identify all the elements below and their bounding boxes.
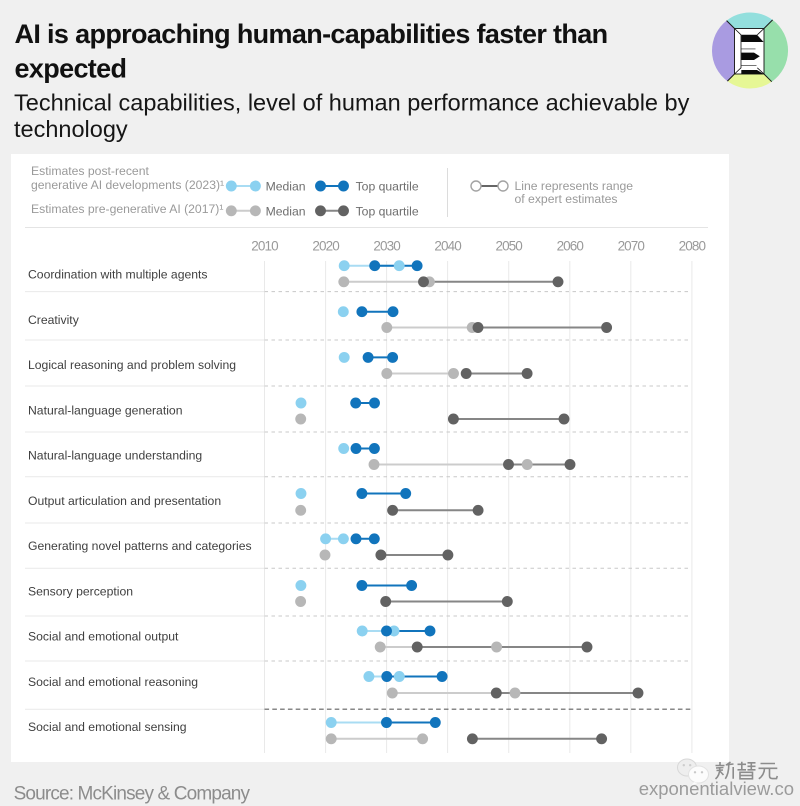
svg-text:Line represents range: Line represents range [515,179,634,193]
svg-text:Creativity: Creativity [28,313,80,327]
svg-text:2020: 2020 [312,239,339,254]
svg-text:Social and emotional output: Social and emotional output [28,630,179,644]
svg-text:Output articulation and presen: Output articulation and presentation [28,494,221,508]
svg-text:technology: technology [14,116,128,142]
svg-text:2050: 2050 [495,239,522,254]
svg-text:Top quartile: Top quartile [356,180,419,194]
svg-text:generative AI developments (20: generative AI developments (2023)¹ [31,178,224,192]
svg-text:Median: Median [266,204,306,218]
svg-text:Sensory perception: Sensory perception [28,584,133,598]
svg-text:2010: 2010 [251,239,278,254]
svg-text:Estimates pre-generative AI (2: Estimates pre-generative AI (2017)¹ [31,202,223,216]
svg-text:2060: 2060 [557,239,584,254]
svg-text:Logical reasoning and problem: Logical reasoning and problem solving [28,358,236,372]
svg-text:Estimates post-recent: Estimates post-recent [31,164,149,178]
svg-text:Technical capabilities, level: Technical capabilities, level of human p… [14,90,690,116]
svg-text:Social and emotional reasoning: Social and emotional reasoning [28,675,198,689]
svg-text:Coordination with multiple age: Coordination with multiple agents [28,268,208,282]
svg-text:2030: 2030 [373,239,400,254]
svg-text:2040: 2040 [434,239,461,254]
svg-text:of expert estimates: of expert estimates [515,192,618,206]
svg-text:Source: McKinsey & Company: Source: McKinsey & Company [14,784,251,805]
svg-text:Generating novel patterns and: Generating novel patterns and categories [28,539,252,553]
svg-text:Social and emotional sensing: Social and emotional sensing [28,720,187,734]
svg-text:exponentialview.co: exponentialview.co [639,778,794,799]
svg-text:expected: expected [15,54,127,84]
svg-text:Natural-language understanding: Natural-language understanding [28,449,202,463]
svg-text:Top quartile: Top quartile [356,204,419,218]
svg-text:2080: 2080 [679,239,706,254]
svg-text:Natural-language generation: Natural-language generation [28,403,183,417]
svg-text:2070: 2070 [618,239,645,254]
svg-text:AI is approaching human-capabi: AI is approaching human-capabilities fas… [15,19,608,49]
svg-text:Median: Median [266,180,306,194]
